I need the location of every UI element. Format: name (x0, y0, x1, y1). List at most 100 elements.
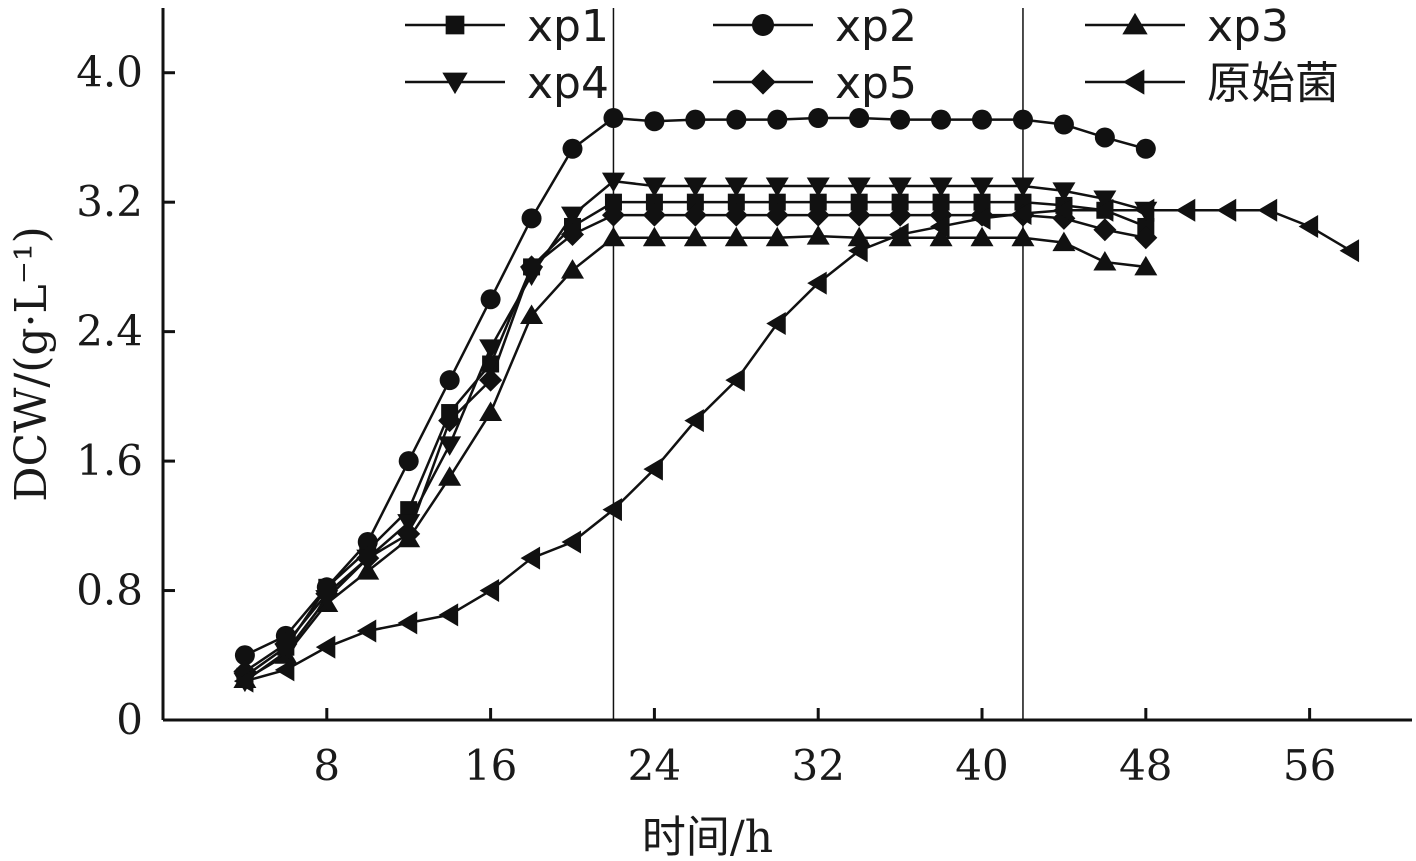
data-point-triangle-up (601, 226, 625, 247)
x-tick-label: 8 (313, 741, 340, 790)
data-point-triangle-left (561, 530, 582, 554)
legend-marker-triangle-up (1122, 12, 1148, 35)
data-point-triangle-left (1093, 198, 1114, 222)
data-point-circle (890, 109, 911, 130)
legend-label: 原始菌 (1207, 58, 1339, 109)
data-point-triangle-down (1093, 190, 1117, 210)
legend-label: xp3 (1207, 1, 1289, 52)
data-point-triangle-down (847, 177, 871, 197)
data-point-triangle-up (970, 226, 994, 247)
legend-label: xp1 (527, 1, 609, 52)
data-point-diamond (438, 409, 462, 433)
data-point-triangle-up (438, 466, 462, 486)
data-point-circle (767, 109, 788, 130)
data-point-triangle-left (397, 611, 418, 635)
data-point-triangle-up (1134, 255, 1158, 276)
data-point-triangle-left (233, 669, 254, 693)
data-point-circle (808, 108, 829, 129)
data-point-triangle-down (683, 177, 707, 197)
data-point-triangle-left (848, 239, 868, 263)
y-tick-label: 1.6 (76, 436, 143, 485)
data-point-circle (521, 208, 542, 229)
data-point-triangle-up (724, 226, 748, 247)
data-point-diamond (806, 203, 830, 227)
data-point-circle (726, 109, 747, 130)
data-point-triangle-down (642, 177, 666, 197)
data-point-square (932, 193, 950, 211)
data-point-triangle-up (1093, 251, 1117, 271)
data-point-circle (931, 109, 952, 130)
data-point-triangle-up (479, 401, 503, 422)
series-line-triangle-left (244, 209, 1352, 683)
data-point-triangle-left (1011, 202, 1032, 226)
data-point-diamond (479, 368, 503, 392)
data-point-triangle-left (930, 214, 950, 238)
x-tick-label: 16 (464, 741, 517, 790)
data-point-triangle-left (889, 223, 909, 247)
data-point-circle (1135, 138, 1156, 159)
data-point-triangle-down (438, 436, 462, 456)
data-point-triangle-left (356, 619, 377, 643)
data-point-triangle-left (971, 206, 991, 230)
data-point-circle (398, 451, 419, 472)
data-point-triangle-down (1011, 177, 1035, 197)
data-point-triangle-down (1052, 182, 1076, 202)
data-point-triangle-up (765, 226, 789, 247)
data-point-diamond (315, 582, 339, 606)
data-point-triangle-left (479, 579, 500, 603)
data-point-diamond (1134, 226, 1158, 250)
data-point-triangle-up (806, 225, 830, 245)
y-tick-label: 4.0 (76, 48, 143, 97)
data-point-triangle-left (725, 368, 745, 392)
data-point-square (891, 193, 909, 211)
data-point-circle (849, 108, 870, 129)
data-point-circle (480, 289, 501, 310)
data-point-triangle-up (356, 560, 380, 580)
data-point-circle (603, 108, 624, 129)
data-point-triangle-down (806, 177, 830, 197)
data-point-triangle-left (766, 312, 786, 336)
data-point-circle (685, 109, 706, 130)
legend-label: xp4 (527, 58, 609, 109)
series-line-diamond (244, 213, 1147, 673)
data-point-circle (1053, 114, 1074, 135)
y-tick-label: 0 (116, 695, 143, 744)
data-point-triangle-up (642, 226, 666, 247)
data-point-triangle-left (438, 603, 459, 627)
data-point-circle (972, 109, 993, 130)
data-point-triangle-left (520, 546, 541, 570)
data-point-triangle-left (1298, 214, 1319, 238)
data-point-triangle-up (561, 259, 585, 279)
data-point-circle (439, 370, 460, 391)
data-point-triangle-left (643, 457, 663, 481)
legend-marker-triangle-left (1122, 69, 1145, 95)
data-point-triangle-up (929, 226, 953, 247)
data-point-diamond (642, 203, 666, 227)
data-point-diamond (561, 223, 585, 247)
data-point-triangle-left (1134, 198, 1155, 222)
data-point-circle (1094, 127, 1115, 148)
y-tick-label: 0.8 (76, 566, 143, 615)
data-point-square (645, 193, 663, 211)
data-point-triangle-left (274, 658, 295, 682)
data-point-triangle-left (1175, 198, 1196, 222)
data-point-diamond (847, 203, 871, 227)
data-point-square (973, 193, 991, 211)
data-point-diamond (397, 522, 421, 546)
data-point-circle (1012, 109, 1033, 130)
data-point-diamond (601, 203, 625, 227)
data-point-diamond (274, 632, 298, 656)
x-tick-label: 48 (1119, 741, 1172, 790)
data-point-triangle-down (888, 177, 912, 197)
data-point-diamond (1093, 218, 1117, 242)
data-point-square (686, 193, 704, 211)
data-point-circle (562, 138, 583, 159)
data-point-triangle-down (724, 177, 748, 197)
y-tick-label: 2.4 (76, 307, 143, 356)
data-point-circle (644, 111, 665, 132)
data-point-triangle-left (1257, 198, 1278, 222)
legend-marker-square (445, 15, 465, 35)
x-axis-title: 时间/h (642, 812, 773, 861)
